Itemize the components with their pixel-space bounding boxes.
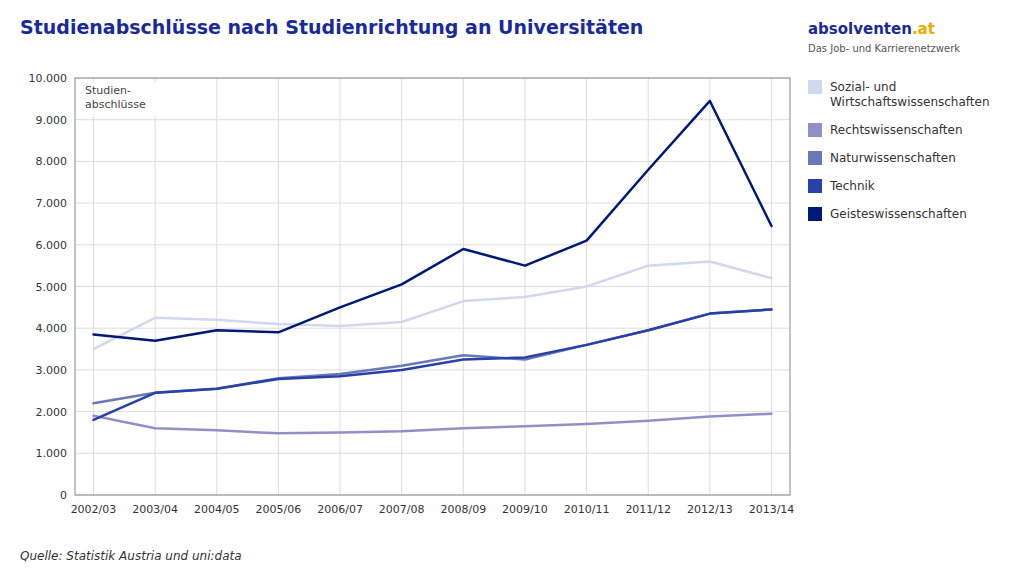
legend: Sozial- undWirtschaftswissenschaften Rech… — [808, 80, 990, 221]
x-tick-label: 2003/04 — [132, 503, 178, 516]
source: Quelle: Statistik Austria und uni:data — [20, 549, 242, 563]
legend-swatch — [808, 80, 822, 94]
x-tick-label: 2005/06 — [256, 503, 302, 516]
series-line — [93, 261, 771, 349]
axes: 0 1.000 2.000 3.000 4.000 5.000 6.000 7.000 8.00… — [29, 72, 795, 516]
legend-swatch — [808, 123, 822, 137]
x-tick-label: 2010/11 — [564, 503, 610, 516]
legend-label-line: Wirtschaftswissenschaften — [830, 95, 990, 109]
legend-label-line: Rechtswissenschaften — [830, 123, 963, 137]
legend-label-line: Naturwissenschaften — [830, 151, 956, 165]
grid-line — [648, 78, 649, 495]
series-line — [93, 414, 771, 434]
grid — [75, 78, 790, 495]
x-tick-label: 2006/07 — [317, 503, 363, 516]
grid-line — [75, 453, 790, 454]
grid-line — [709, 78, 710, 495]
lines — [93, 101, 771, 433]
legend-swatch — [808, 151, 822, 165]
x-tick-label: 2009/10 — [502, 503, 548, 516]
y-tick-label: 2.000 — [36, 406, 68, 419]
legend-label-line: Geisteswissenschaften — [830, 207, 967, 221]
grid-line — [93, 78, 94, 495]
legend-label: Rechtswissenschaften — [830, 123, 963, 137]
x-tick-label: 2008/09 — [440, 503, 486, 516]
x-tick-label: 2004/05 — [194, 503, 240, 516]
legend-label: Naturwissenschaften — [830, 151, 956, 165]
y-label: Studien-abschlüsse — [85, 84, 146, 111]
y-tick-label: 10.000 — [29, 72, 68, 85]
x-tick-label: 2011/12 — [625, 503, 671, 516]
logo-text-part: absolventen — [808, 20, 912, 38]
grid-line — [155, 78, 156, 495]
grid-line — [75, 411, 790, 412]
legend-label-line: Sozial- und — [830, 80, 896, 94]
y-tick-label: 8.000 — [36, 155, 68, 168]
logo-tagline: Das Job- und Karrierenetzwerk — [808, 43, 960, 54]
grid-line — [75, 203, 790, 204]
grid-line — [771, 78, 772, 495]
grid-line — [216, 78, 217, 495]
y-label-line: Studien- — [85, 84, 131, 97]
plot-frame — [75, 78, 790, 495]
legend-swatch — [808, 207, 822, 221]
grid-line — [463, 78, 464, 495]
y-tick-label: 4.000 — [36, 322, 68, 335]
logo-text: absolventen.at — [808, 20, 935, 38]
y-label-background — [81, 82, 159, 116]
y-tick-label: 6.000 — [36, 239, 68, 252]
y-tick-label: 7.000 — [36, 197, 68, 210]
grid-line — [75, 328, 790, 329]
chart: Studienabschlüsse nach Studienrichtung a… — [0, 0, 1024, 572]
legend-label: Technik — [829, 179, 875, 193]
y-tick-label: 3.000 — [36, 364, 68, 377]
y-tick-label: 5.000 — [36, 281, 68, 294]
series-line — [93, 101, 771, 341]
y-tick-label: 0 — [60, 489, 67, 502]
grid-line — [75, 161, 790, 162]
grid-line — [75, 286, 790, 287]
series-line — [93, 309, 771, 420]
title: Studienabschlüsse nach Studienrichtung a… — [20, 16, 643, 38]
legend-label: Geisteswissenschaften — [830, 207, 967, 221]
grid-line — [524, 78, 525, 495]
y-label-line: abschlüsse — [85, 98, 146, 111]
x-tick-label: 2013/14 — [749, 503, 795, 516]
y-tick-label: 9.000 — [36, 114, 68, 127]
grid-line — [75, 119, 790, 120]
x-tick-label: 2007/08 — [379, 503, 425, 516]
logo-text-part: .at — [912, 20, 935, 38]
legend-label-line: Technik — [829, 179, 875, 193]
legend-label: Sozial- undWirtschaftswissenschaften — [830, 80, 990, 109]
legend-swatch — [808, 179, 822, 193]
y-tick-label: 1.000 — [36, 447, 68, 460]
grid-line — [75, 369, 790, 370]
x-tick-label: 2012/13 — [687, 503, 733, 516]
x-tick-label: 2002/03 — [71, 503, 117, 516]
grid-line — [75, 244, 790, 245]
